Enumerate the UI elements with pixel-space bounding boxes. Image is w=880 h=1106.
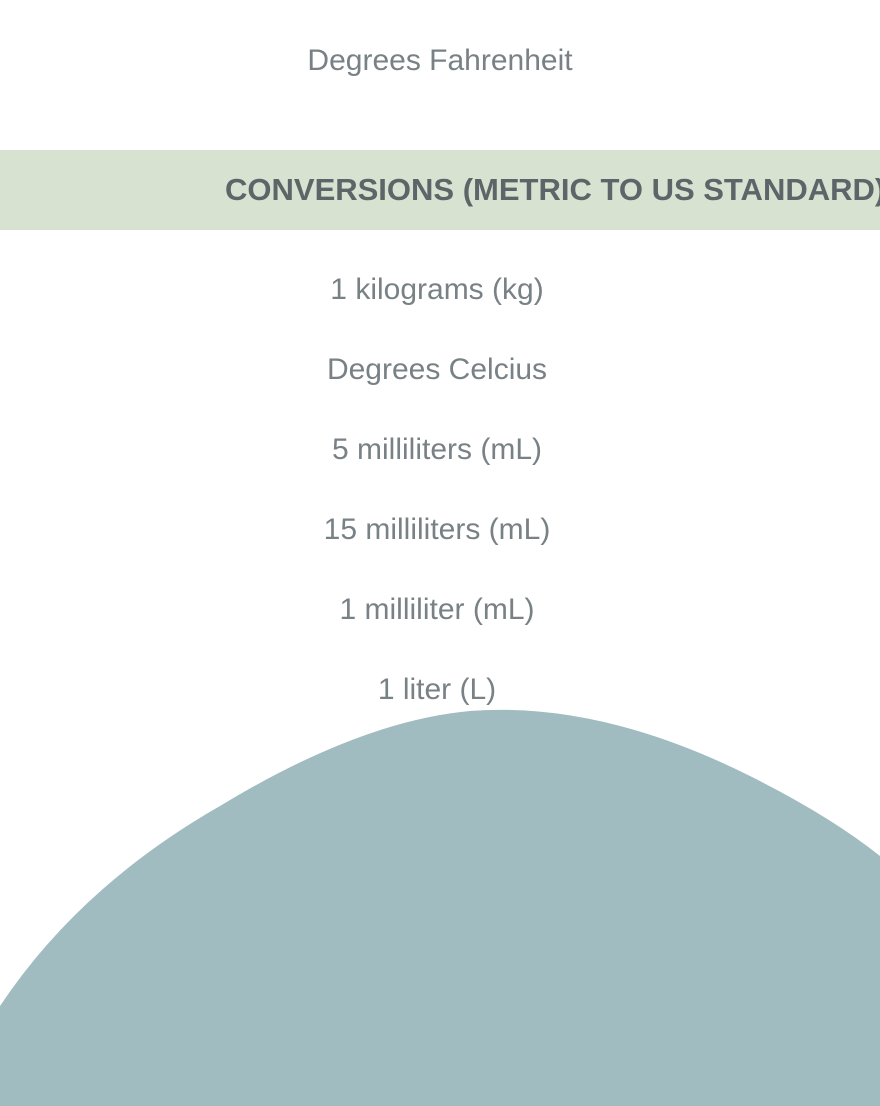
list-item: Degrees Celcius — [0, 330, 880, 410]
conversion-list: 1 kilograms (kg) Degrees Celcius 5 milli… — [0, 250, 880, 730]
wave-path — [0, 710, 880, 1106]
decorative-wave — [0, 706, 880, 1106]
list-item: 1 kilograms (kg) — [0, 250, 880, 330]
list-item: 5 milliliters (mL) — [0, 410, 880, 490]
conversion-item-top: Degrees Fahrenheit — [0, 44, 880, 78]
section-header-conversions: CONVERSIONS (METRIC TO US STANDARD) — [0, 150, 880, 230]
list-item: 1 milliliter (mL) — [0, 570, 880, 650]
list-item: 15 milliliters (mL) — [0, 490, 880, 570]
